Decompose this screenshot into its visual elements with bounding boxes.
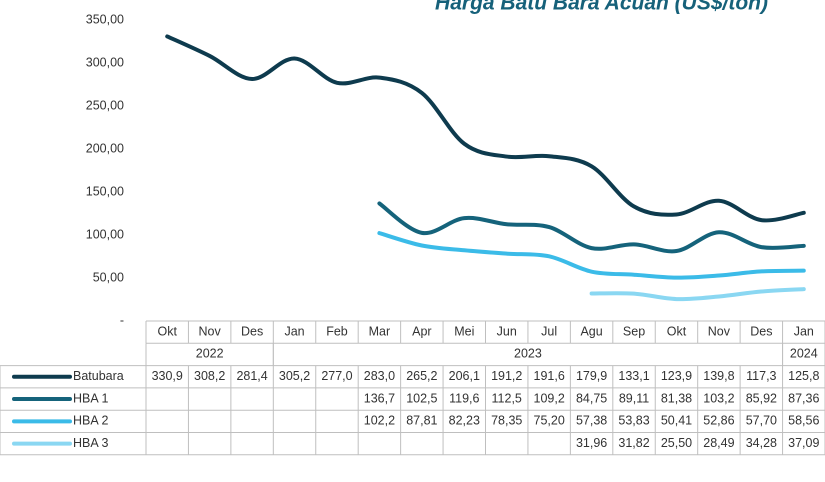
data-label: 37,09: [788, 436, 819, 450]
data-label: 87,36: [788, 391, 819, 405]
y-tick-label: 50,00: [93, 270, 124, 284]
data-label: 191,2: [491, 369, 522, 383]
x-tick-label: Des: [241, 324, 263, 338]
year-label: 2023: [514, 347, 542, 361]
year-label: 2022: [196, 347, 224, 361]
data-label: 50,41: [661, 414, 692, 428]
data-label: 87,81: [406, 414, 437, 428]
x-tick-label: Agu: [580, 324, 602, 338]
data-label: 58,56: [788, 414, 819, 428]
data-label: 133,1: [618, 369, 649, 383]
data-label: 103,2: [703, 391, 734, 405]
data-label: 57,38: [576, 414, 607, 428]
data-label: 34,28: [746, 436, 777, 450]
series-line: [589, 287, 806, 302]
x-tick-label: Nov: [199, 324, 222, 338]
x-tick-label: Jan: [794, 324, 814, 338]
y-tick-label: -: [120, 313, 124, 327]
x-tick-label: Okt: [157, 324, 177, 338]
y-tick-label: 200,00: [86, 141, 124, 155]
data-label: 179,9: [576, 369, 607, 383]
data-label: 81,38: [661, 391, 692, 405]
data-label: 102,5: [406, 391, 437, 405]
data-label: 57,70: [746, 414, 777, 428]
data-label: 191,6: [534, 369, 565, 383]
series-line: [377, 201, 806, 254]
x-tick-label: Jan: [284, 324, 304, 338]
data-label: 139,8: [703, 369, 734, 383]
data-label: 117,3: [746, 369, 776, 383]
x-tick-label: Feb: [326, 324, 348, 338]
data-label: 330,9: [152, 369, 183, 383]
legend-label: HBA 1: [73, 391, 108, 405]
series-line: [377, 231, 806, 280]
data-label: 112,5: [492, 391, 522, 405]
y-tick-label: 300,00: [86, 55, 124, 69]
data-label: 53,83: [618, 414, 649, 428]
data-label: 52,86: [703, 414, 734, 428]
data-label: 89,11: [619, 391, 649, 405]
chart-title: Harga Batu Bara Acuan (US$/ton): [435, 0, 768, 15]
y-tick-label: 350,00: [86, 12, 124, 26]
data-label: 109,2: [534, 391, 565, 405]
series-line: [165, 34, 806, 223]
x-tick-label: Mar: [369, 324, 391, 338]
data-label: 82,23: [449, 414, 480, 428]
data-label: 206,1: [449, 369, 480, 383]
year-label: 2024: [790, 347, 818, 361]
legend-label: HBA 3: [73, 436, 108, 450]
data-label: 25,50: [661, 436, 692, 450]
x-tick-label: Des: [750, 324, 772, 338]
data-label: 119,6: [449, 391, 479, 405]
data-label: 102,2: [364, 414, 395, 428]
data-label: 305,2: [279, 369, 310, 383]
data-label: 85,92: [746, 391, 777, 405]
x-tick-label: Jun: [497, 324, 517, 338]
data-label: 123,9: [661, 369, 692, 383]
data-label: 84,75: [576, 391, 607, 405]
y-tick-label: 100,00: [86, 227, 124, 241]
x-tick-label: Nov: [708, 324, 731, 338]
x-tick-label: Mei: [454, 324, 474, 338]
legend-label: Batubara: [73, 369, 124, 383]
data-label: 28,49: [703, 436, 734, 450]
data-label: 281,4: [236, 369, 267, 383]
data-label: 75,20: [534, 414, 565, 428]
data-label: 78,35: [491, 414, 522, 428]
data-label: 283,0: [364, 369, 395, 383]
data-label: 265,2: [406, 369, 437, 383]
data-label: 136,7: [364, 391, 395, 405]
data-label: 125,8: [788, 369, 819, 383]
y-tick-label: 150,00: [86, 184, 124, 198]
data-label: 308,2: [194, 369, 225, 383]
data-label: 277,0: [321, 369, 352, 383]
y-tick-label: 250,00: [86, 98, 124, 112]
data-label: 31,96: [576, 436, 607, 450]
legend-label: HBA 2: [73, 414, 108, 428]
x-tick-label: Apr: [412, 324, 431, 338]
x-tick-label: Okt: [667, 324, 687, 338]
x-tick-label: Jul: [541, 324, 557, 338]
data-label: 31,82: [618, 436, 649, 450]
x-tick-label: Sep: [623, 324, 645, 338]
